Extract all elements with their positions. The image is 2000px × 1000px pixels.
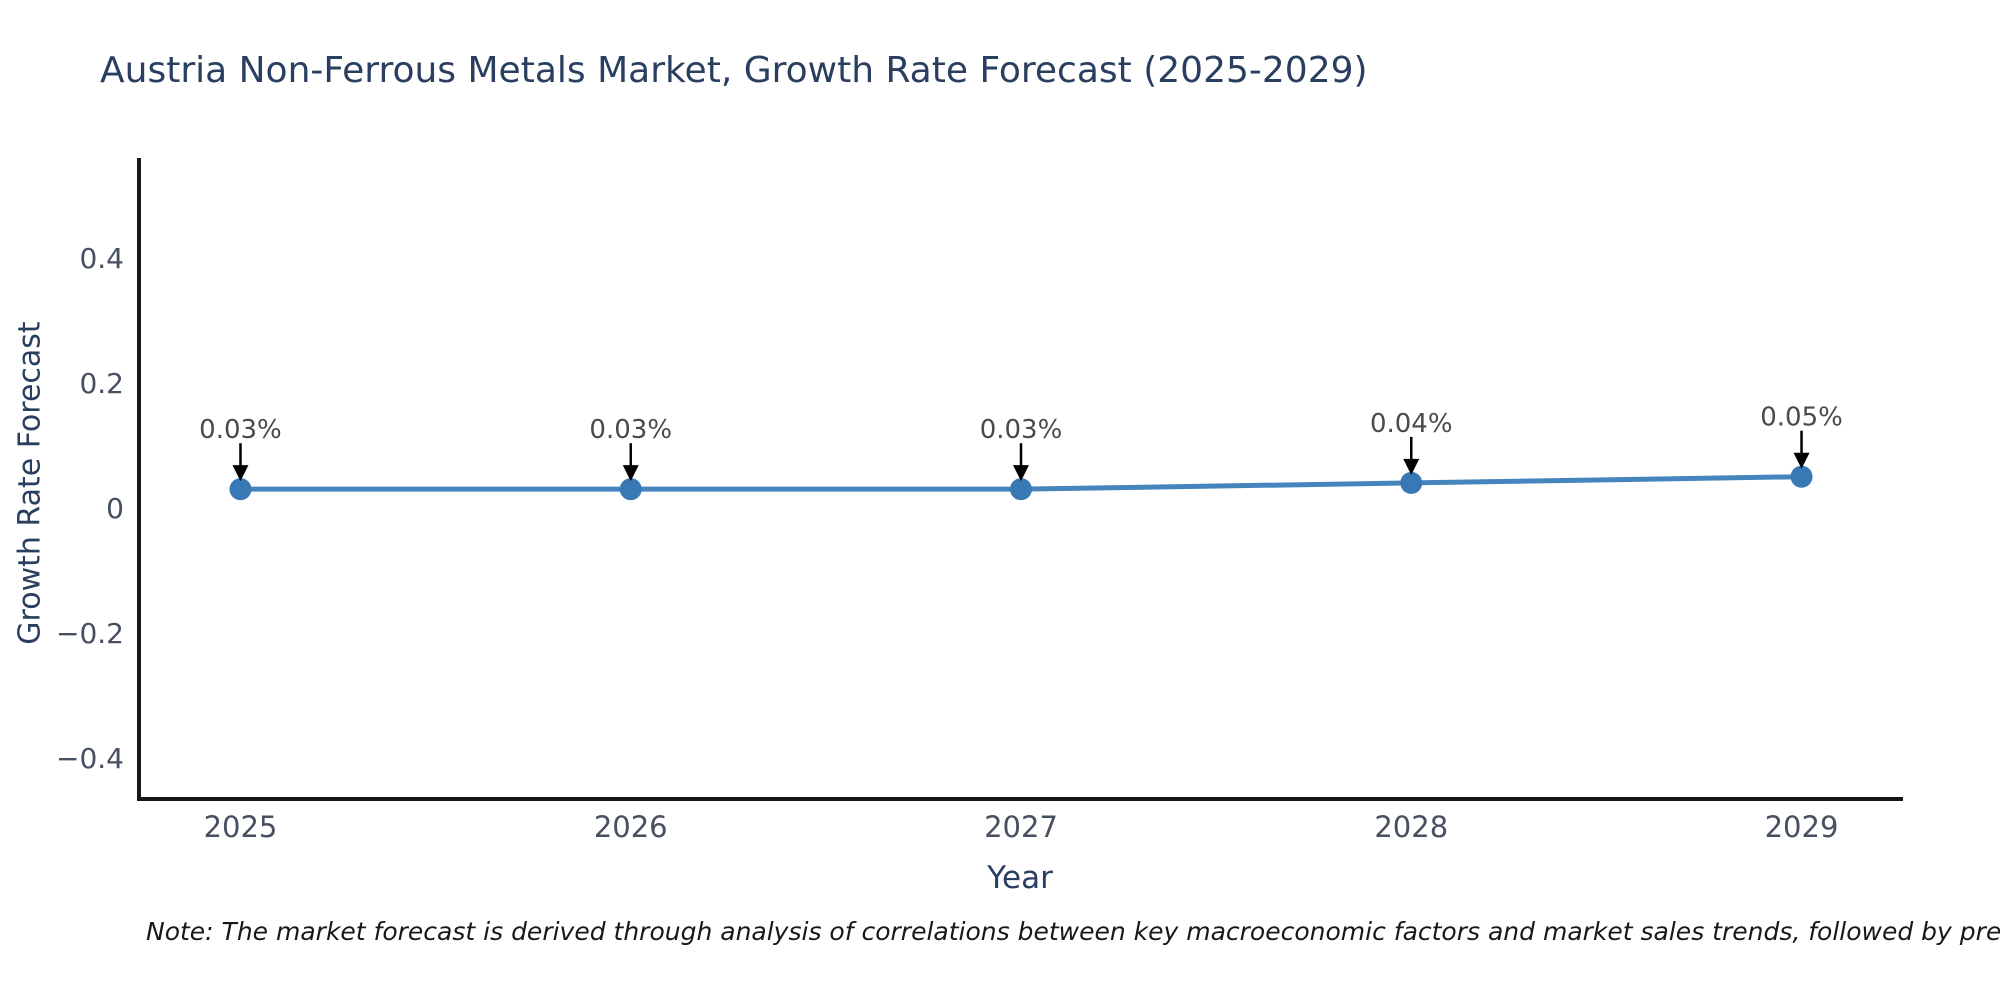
footnote: Note: The market forecast is derived thr… [146, 917, 2000, 946]
x-tick-label: 2028 [1374, 810, 1448, 844]
y-tick-label: −0.4 [56, 742, 124, 775]
data-point-marker [229, 478, 252, 501]
y-tick-label: 0.4 [79, 242, 124, 275]
point-annotation-label: 0.03% [980, 415, 1063, 445]
x-tick-label: 2029 [1765, 810, 1839, 844]
y-tick-label: −0.2 [56, 617, 124, 650]
y-tick-label: 0 [106, 492, 124, 525]
x-tick-label: 2025 [204, 810, 278, 844]
data-point-marker [1400, 471, 1423, 494]
annotation-arrowhead [232, 465, 249, 482]
point-annotation-label: 0.04% [1370, 409, 1453, 439]
chart-title: Austria Non-Ferrous Metals Market, Growt… [100, 50, 1368, 91]
annotation-arrowhead [1793, 452, 1810, 469]
annotation-arrowhead [1403, 458, 1420, 475]
y-tick-label: 0.2 [79, 367, 124, 400]
point-annotation-label: 0.03% [199, 415, 282, 445]
x-tick-label: 2026 [594, 810, 668, 844]
point-annotation-label: 0.05% [1760, 403, 1843, 433]
x-tick-label: 2027 [984, 810, 1058, 844]
x-axis-title: Year [987, 860, 1053, 896]
data-point-marker [1010, 478, 1032, 501]
point-annotation-label: 0.03% [589, 415, 672, 445]
data-point-marker [619, 478, 642, 501]
annotation-arrowhead [1013, 465, 1029, 482]
data-point-marker [1790, 465, 1813, 488]
annotation-arrowhead [622, 465, 639, 482]
